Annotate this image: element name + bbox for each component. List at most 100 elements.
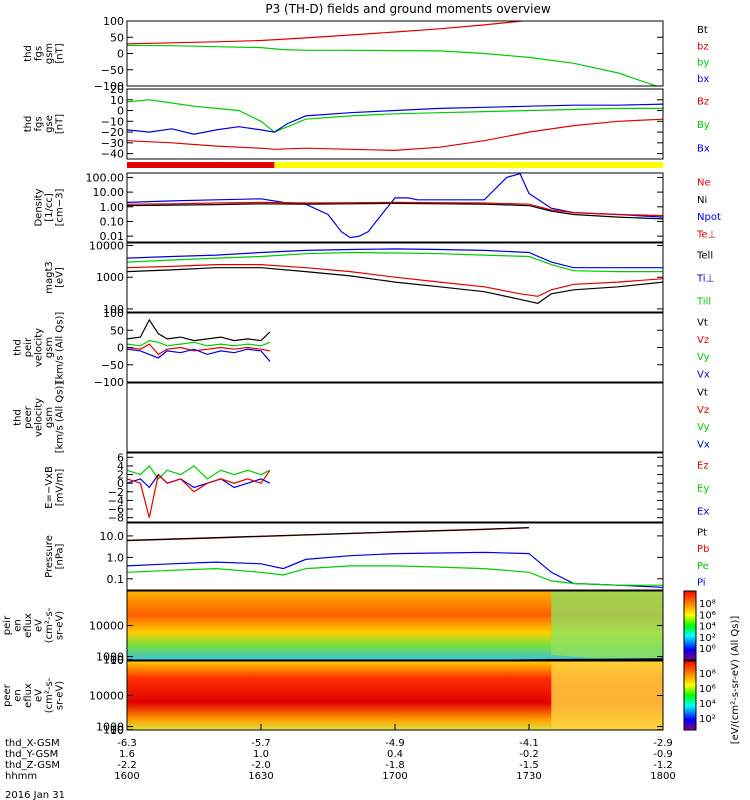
ylabel-line: sr-eV)	[54, 611, 65, 640]
series-line-fgs_gse-0	[127, 99, 663, 133]
colorbar-label: [eV/(cm²-s-sr-eV) (All Qs)]	[730, 616, 741, 745]
series-line-peir_velocity-3	[127, 348, 271, 362]
ytick-label: 50	[110, 324, 124, 337]
ylabel-line: [nT]	[54, 114, 65, 134]
ytick-label: −50	[101, 64, 124, 77]
post-transition-region	[551, 661, 663, 730]
ytick-label: 0	[117, 477, 124, 490]
xaxis-value: 1630	[248, 771, 273, 782]
ytick-label: 2	[117, 469, 124, 482]
ylabel-line: velocity	[33, 328, 44, 367]
panel-frame	[126, 172, 664, 243]
ytick-label: 100	[103, 724, 124, 737]
panel-fgs_gsm: 100 50 0 −50 −100 thdfgsgsm[nT] Bt bz by bx	[23, 15, 710, 93]
series-line-density-1	[127, 201, 663, 217]
ylabel-line: thd	[23, 45, 34, 62]
ytick-label: 6	[117, 451, 124, 464]
ylabel-line: E=−VxB	[44, 466, 55, 509]
page-title: P3 (TH-D) fields and ground moments over…	[265, 2, 550, 16]
ytick-label: 100	[103, 307, 124, 320]
panel-frame	[126, 522, 664, 591]
ytick-label: 0	[117, 342, 124, 355]
ylabel-line: en	[12, 689, 23, 702]
ylabel-line: Density	[33, 188, 44, 226]
ylabel-line: gsm	[44, 43, 55, 64]
legend-entry: Te⊥	[696, 229, 716, 240]
xaxis-value: -0.9	[653, 749, 673, 760]
legend-entry: Bt	[697, 25, 708, 36]
panel-pressure: 10.0 1.0 0.1 Pressure[nPa] Pt Pb Pe Pi	[44, 522, 709, 591]
ytick-label: 50	[110, 31, 124, 44]
xaxis-value: 0.4	[387, 749, 403, 760]
ytick-label: −50	[101, 359, 124, 372]
ylabel-line: sr-eV)	[54, 681, 65, 710]
ylabel-line: gsm	[44, 337, 55, 358]
ylabel-peer_velocity: thdpeervelocitygsm[km/s (All Qs)]	[12, 382, 65, 454]
ytick-label: −40	[101, 148, 124, 161]
legend-entry: Ey	[697, 484, 709, 495]
xaxis-value: 1.6	[119, 749, 135, 760]
ytick-label: −2	[108, 486, 124, 499]
ylabel-line: [km/s (All Qs)]	[54, 312, 65, 384]
colorbar-tick: 10²	[699, 714, 716, 725]
xaxis-value: -6.3	[117, 738, 137, 749]
legend-entry: Ti⊥	[696, 274, 714, 285]
ytick-label: 1000	[96, 651, 124, 664]
ytick-label: −10	[101, 115, 124, 128]
xaxis-value: 1730	[516, 771, 541, 782]
spectrogram-peir_en_eflux	[127, 591, 663, 660]
series-line-peir_velocity-1	[127, 339, 271, 347]
xaxis-value: -0.2	[519, 749, 539, 760]
ytick-label: 1000	[96, 721, 124, 734]
xaxis-value: -1.8	[385, 760, 405, 771]
ytick-label: 0.01	[100, 230, 125, 243]
ylabel-line: eV	[33, 619, 44, 632]
legend-entry: Bx	[697, 143, 710, 154]
legend-entry: By	[697, 120, 710, 131]
mode-bar-segment-0	[127, 162, 275, 168]
colorbar-tick: 10⁶	[699, 610, 716, 621]
xaxis-value: -2.0	[251, 760, 271, 771]
legend-entry: by	[697, 58, 709, 69]
series-line-fgs_gse-2	[127, 118, 663, 152]
ylabel-line: [mV/m]	[54, 469, 65, 507]
colorbar-peer_en_eflux	[683, 660, 697, 731]
panel-frame	[126, 20, 664, 87]
legend-entry: bx	[697, 74, 709, 85]
xaxis-value: -4.1	[519, 738, 539, 749]
ylabel-line: en	[12, 619, 23, 632]
colorbar-peir_en_eflux	[683, 590, 697, 661]
ylabel-line: velocity	[33, 398, 44, 437]
colorbar-tick: 10⁰	[699, 644, 716, 655]
ylabel-line: eflux	[23, 613, 34, 638]
ylabel-line: fgs	[33, 46, 44, 61]
ytick-label: −4	[108, 494, 124, 507]
ytick-label: −6	[108, 503, 124, 516]
ylabel-e_field: E=−VxB[mV/m]	[44, 466, 66, 509]
xaxis-value: -2.2	[117, 760, 137, 771]
legend-entry: Vx	[697, 369, 710, 380]
ytick-label: 100	[103, 654, 124, 667]
ytick-label: −100	[94, 80, 124, 93]
ylabel-fgs_gse: thdfgsgse[nT]	[23, 114, 66, 134]
legend-entry: Pt	[697, 527, 707, 538]
legend-entry: Ez	[697, 461, 709, 472]
series-line-fgs_gsm-1	[127, 44, 660, 86]
ylabel-line: thd	[0, 687, 2, 704]
panel-frame	[126, 312, 664, 383]
series-line-fgs_gse-1	[127, 103, 663, 135]
series-line-e_field-0	[127, 464, 271, 480]
ylabel-line: fgs	[33, 116, 44, 131]
panel-frame	[126, 452, 664, 523]
ylabel-peir_velocity: thdpeirvelocitygsm[km/s (All Qs)]	[12, 312, 65, 384]
legend-entry: Vt	[697, 388, 708, 399]
ylabel-line: thd	[0, 617, 2, 634]
xaxis-value: -1.5	[519, 760, 539, 771]
ylabel-fgs_gsm: thdfgsgsm[nT]	[23, 43, 66, 64]
ylabel-line: thd	[23, 116, 34, 133]
xaxis-value: 1700	[382, 771, 407, 782]
legend-entry: Till	[696, 297, 711, 308]
